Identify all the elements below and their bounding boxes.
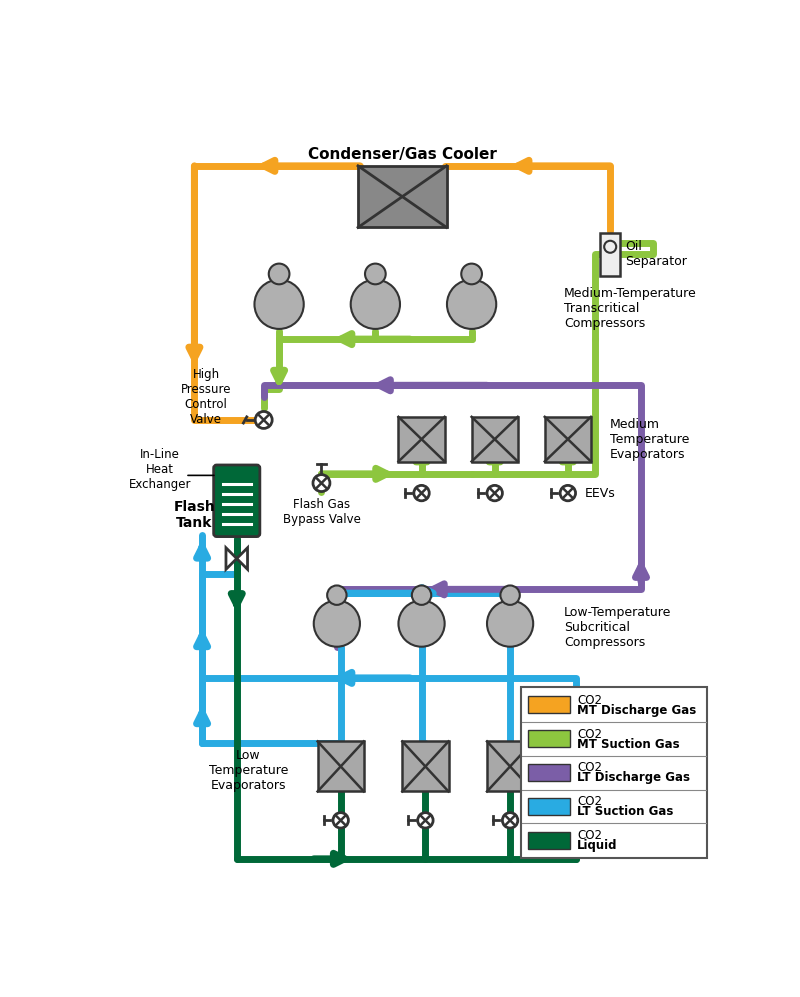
Text: Medium
Temperature
Evaporators: Medium Temperature Evaporators [610,418,690,461]
Text: LT Suction Gas: LT Suction Gas [577,806,674,819]
Polygon shape [237,547,247,569]
Circle shape [314,600,360,647]
Circle shape [333,813,349,829]
Circle shape [418,813,433,829]
Text: High
Pressure
Control
Valve: High Pressure Control Valve [181,368,231,426]
Circle shape [269,263,290,284]
Circle shape [560,486,575,500]
Circle shape [313,475,330,492]
Polygon shape [226,547,237,569]
Text: MT Discharge Gas: MT Discharge Gas [577,704,696,717]
Text: CO2: CO2 [577,728,602,741]
FancyBboxPatch shape [528,831,570,848]
Text: Flash Gas
Bypass Valve: Flash Gas Bypass Valve [282,498,360,526]
Text: Low-Temperature
Subcritical
Compressors: Low-Temperature Subcritical Compressors [564,606,671,649]
Text: Flash
Tank: Flash Tank [174,499,215,529]
Circle shape [350,279,400,329]
FancyBboxPatch shape [487,742,534,792]
FancyBboxPatch shape [528,696,570,713]
FancyBboxPatch shape [528,764,570,781]
Text: EEVs: EEVs [527,814,558,827]
FancyBboxPatch shape [600,233,620,275]
FancyBboxPatch shape [402,742,449,792]
Text: CO2: CO2 [577,694,602,707]
Text: Low
Temperature
Evaporators: Low Temperature Evaporators [209,749,288,792]
Text: CO2: CO2 [577,796,602,809]
Circle shape [447,279,496,329]
Text: In-Line
Heat
Exchanger: In-Line Heat Exchanger [129,449,191,492]
FancyBboxPatch shape [358,166,446,227]
Circle shape [500,585,520,605]
Text: Medium-Temperature
Transcritical
Compressors: Medium-Temperature Transcritical Compres… [564,287,697,330]
Circle shape [365,263,386,284]
FancyBboxPatch shape [398,417,445,462]
FancyBboxPatch shape [318,742,364,792]
Text: Condenser/Gas Cooler: Condenser/Gas Cooler [308,147,497,162]
FancyBboxPatch shape [521,687,707,858]
Circle shape [502,813,518,829]
Text: LT Discharge Gas: LT Discharge Gas [577,772,690,785]
Circle shape [398,600,445,647]
Circle shape [327,585,346,605]
Circle shape [487,600,534,647]
Text: CO2: CO2 [577,830,602,842]
Circle shape [462,263,482,284]
Circle shape [487,486,502,500]
Circle shape [254,279,304,329]
FancyBboxPatch shape [528,730,570,747]
Text: CO2: CO2 [577,762,602,775]
Text: EEVs: EEVs [585,487,615,499]
Circle shape [255,412,272,429]
FancyBboxPatch shape [528,798,570,815]
Circle shape [412,585,431,605]
Text: Oil
Separator: Oil Separator [626,240,687,268]
FancyBboxPatch shape [472,417,518,462]
Text: MT Suction Gas: MT Suction Gas [577,738,680,751]
FancyBboxPatch shape [214,465,260,536]
Text: Liquid: Liquid [577,839,618,852]
Circle shape [414,486,430,500]
FancyBboxPatch shape [545,417,591,462]
